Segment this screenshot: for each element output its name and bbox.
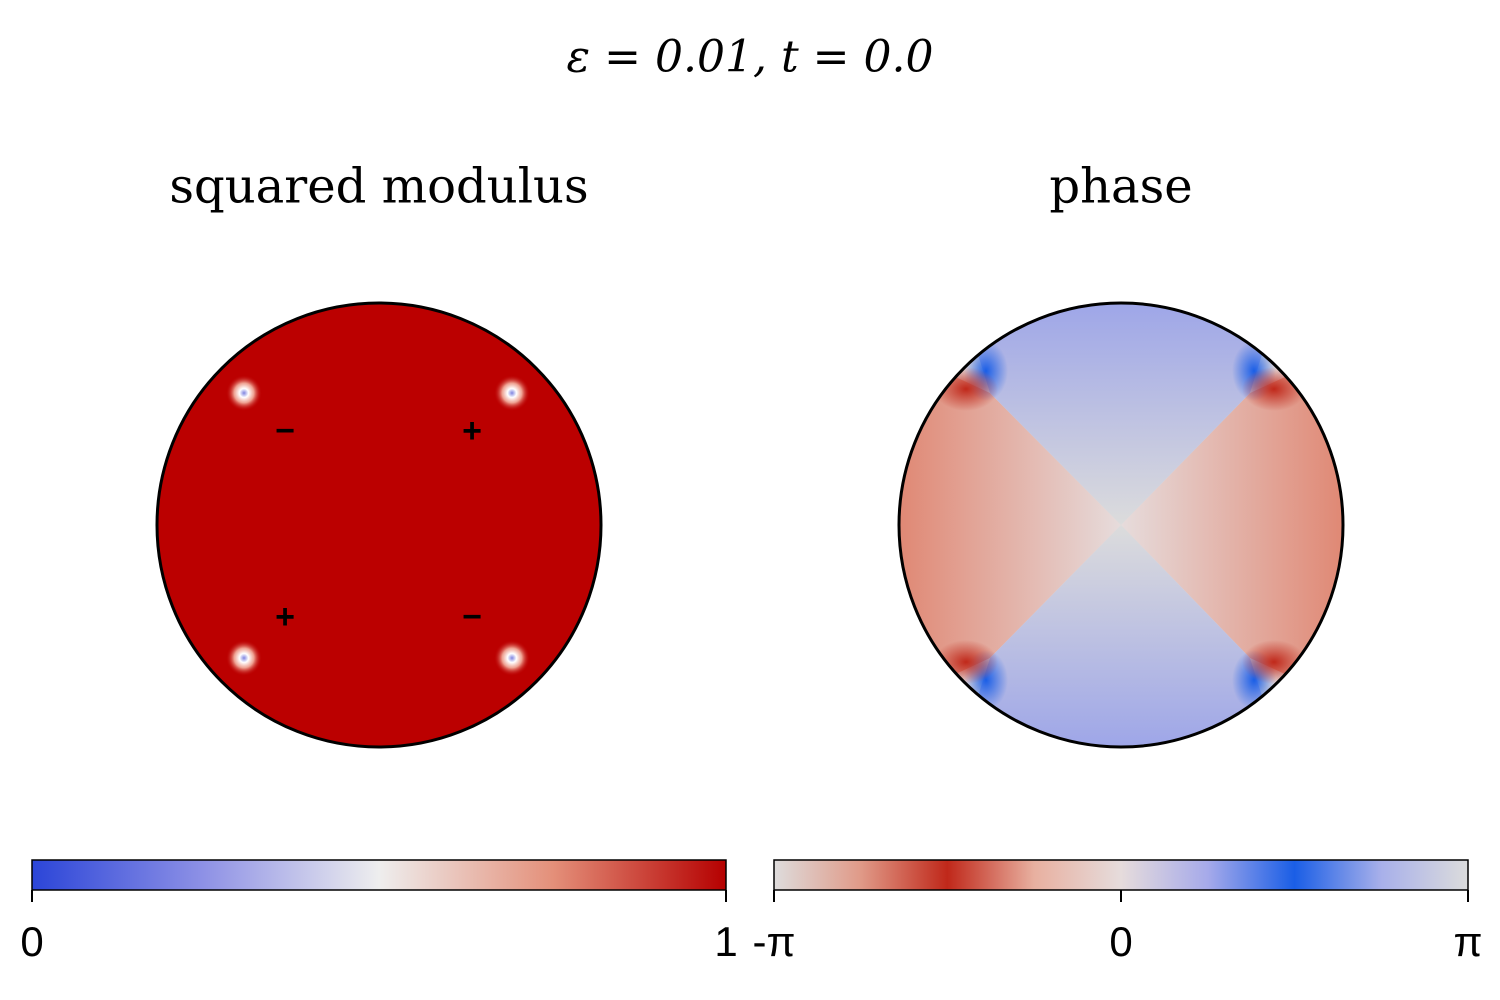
panel-title: phase — [1049, 159, 1192, 215]
vortex-core — [494, 375, 530, 411]
vortex-red — [934, 367, 998, 411]
figure-title: ε = 0.01, t = 0.0 — [567, 32, 934, 83]
panel-title: squared modulus — [169, 159, 588, 215]
vortex-core — [226, 640, 262, 676]
phase-field — [899, 303, 1343, 747]
vortex-sign: + — [462, 412, 482, 450]
field-disk — [157, 303, 601, 747]
colorbar-tick-label: 0 — [20, 918, 43, 965]
disk-outline — [155, 301, 603, 749]
colorbar-tick-label: π — [1454, 918, 1483, 965]
vortex-red — [934, 640, 998, 684]
phase-region — [950, 525, 1290, 747]
colorbar-tick-label: -π — [753, 918, 796, 965]
colorbar-tick-label: 0 — [1109, 918, 1132, 965]
phase-region — [950, 303, 1290, 525]
colorbar-tick-label: 1 — [714, 918, 737, 965]
vortex-core — [226, 375, 262, 411]
vortex-sign: + — [275, 598, 295, 636]
vortex-sign: − — [462, 598, 482, 636]
disk-outline — [897, 301, 1345, 749]
vortex-core — [494, 640, 530, 676]
phase-region — [899, 333, 1121, 718]
colorbar — [773, 859, 1469, 891]
phase-region — [1121, 333, 1343, 718]
vortex-sign: − — [275, 412, 295, 450]
colorbar — [31, 859, 727, 891]
